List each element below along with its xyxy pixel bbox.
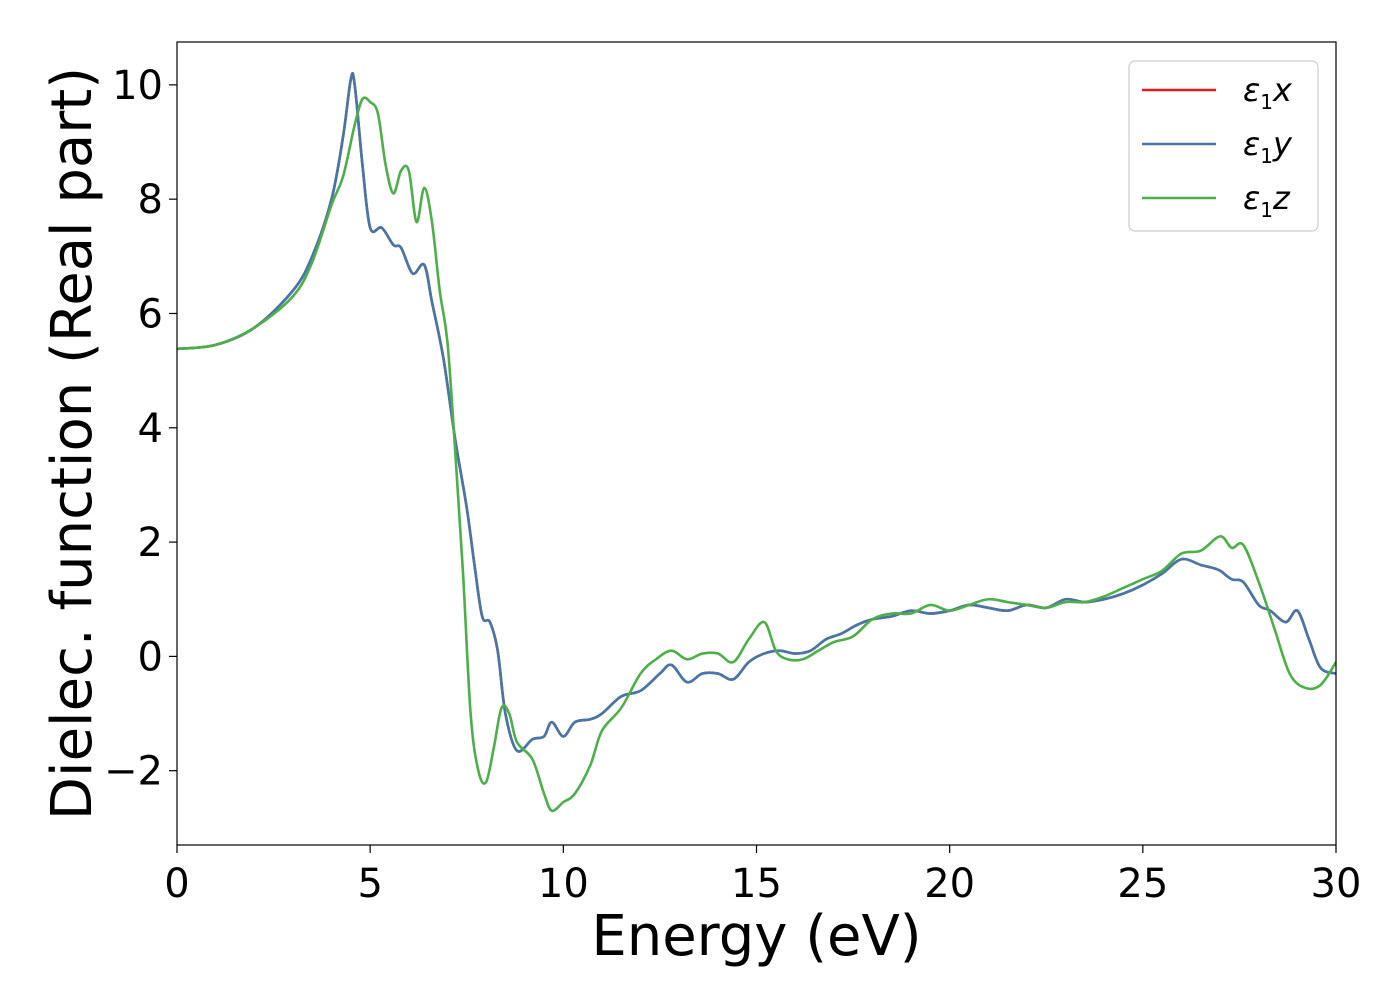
x-axis-ticks: 0 5 10 15 20 25 30 [164,845,1361,907]
y-tick-label: 2 [138,520,163,566]
x-tick-label: 0 [164,861,189,907]
y-tick-label: 8 [138,177,163,223]
legend-label-z: ε1z [1243,179,1291,222]
y-tick-label: 4 [138,406,163,452]
y-tick-label: 10 [112,63,163,109]
x-tick-label: 5 [357,861,382,907]
y-tick-label: −2 [104,749,163,795]
x-tick-label: 25 [1117,861,1168,907]
legend-label-x: ε1x [1243,71,1293,114]
x-tick-label: 15 [731,861,782,907]
series-layer [177,72,1336,813]
series-line-y [177,72,1336,753]
x-axis-label: Energy (eV) [591,904,921,969]
x-tick-label: 20 [924,861,975,907]
series-line-z [177,96,1336,813]
x-tick-label: 30 [1311,861,1362,907]
x-tick-label: 10 [538,861,589,907]
y-axis-label: Dielec. function (Real part) [40,67,105,820]
y-axis-ticks: −2 0 2 4 6 8 10 [104,63,177,795]
y-tick-label: 6 [138,291,163,337]
y-tick-label: 0 [138,634,163,680]
legend-label-y: ε1y [1243,125,1293,168]
legend-box [1128,60,1319,232]
legend: ε1x ε1y ε1z [1128,60,1319,232]
